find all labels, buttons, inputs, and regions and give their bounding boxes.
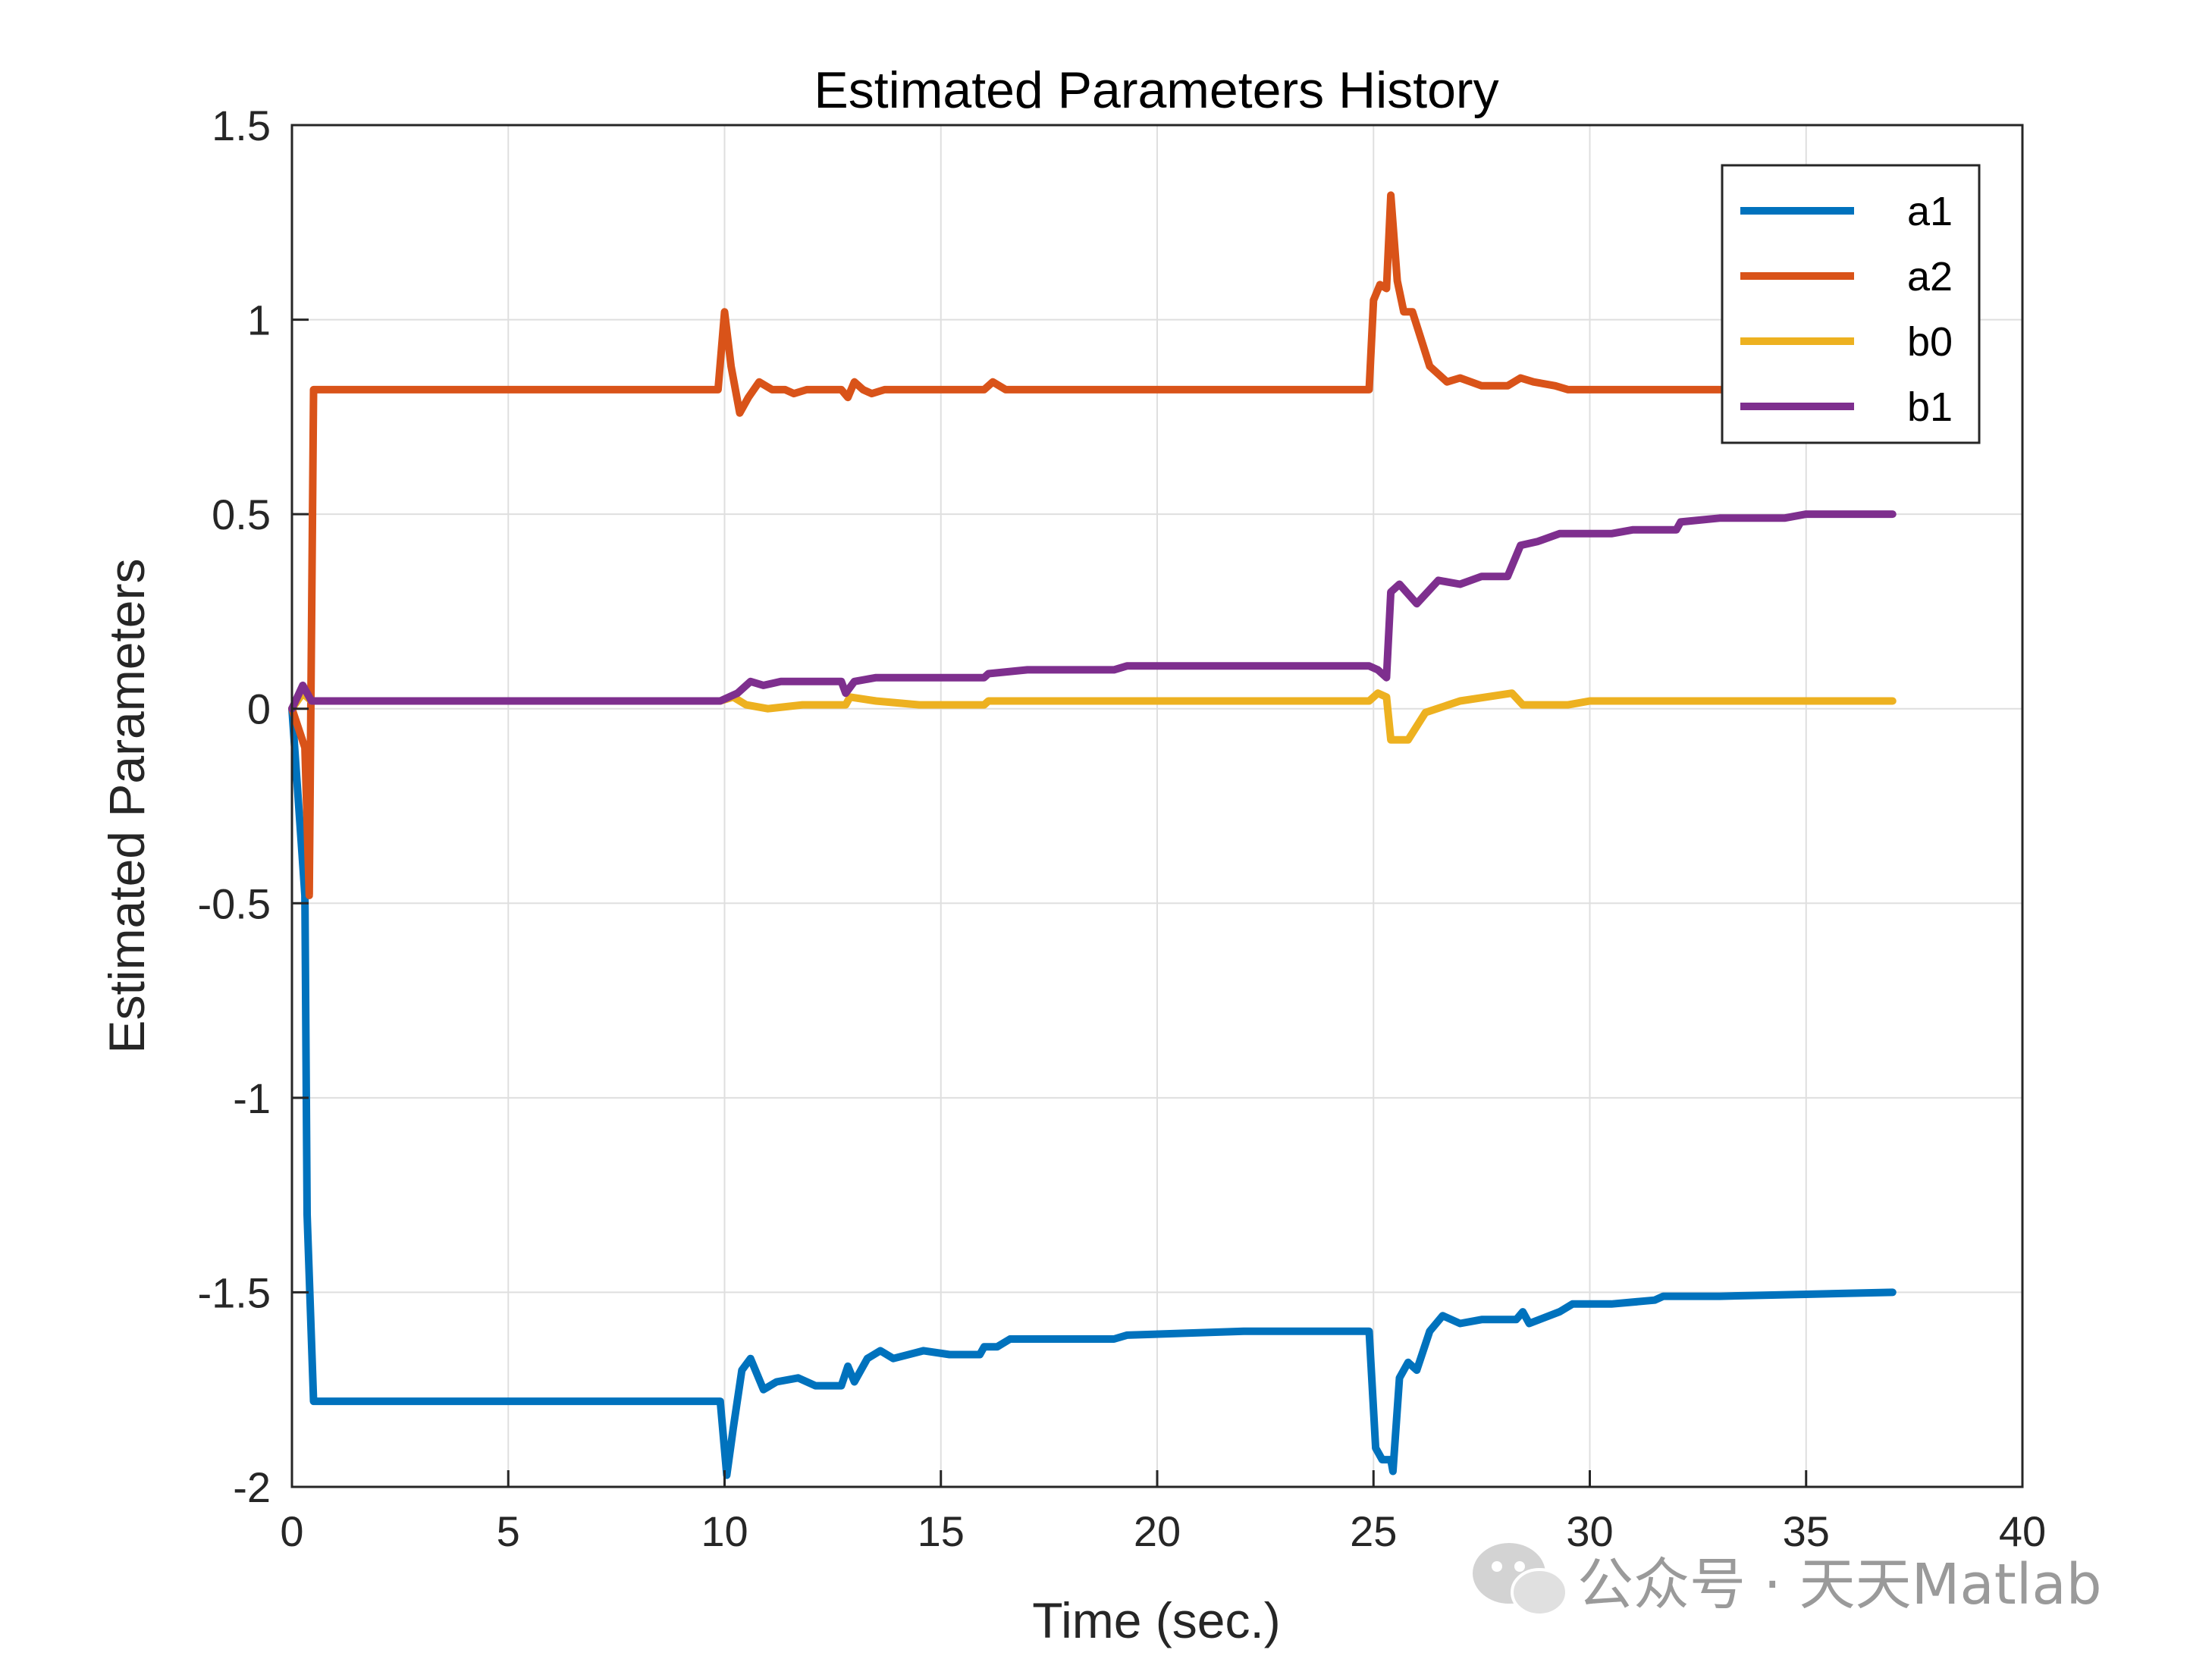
axis-ticks: [290, 124, 2024, 1488]
series-line-a2: [288, 191, 1767, 899]
legend-items: a1 a2 b0 b1: [1740, 189, 1953, 430]
y-tick-label: -2: [233, 1463, 271, 1511]
legend-label-a2: a2: [1907, 254, 1953, 299]
axis-tick-labels: 0 5 10 15 20 25 30 35 40 -2 -1.5 -1 -0.5 0 0.5 1 1.5: [198, 102, 2047, 1555]
y-tick-label: -1: [233, 1074, 271, 1122]
legend-label-b0: b0: [1907, 319, 1953, 365]
y-tick-label: 0: [247, 685, 271, 733]
chart-title: Estimated Parameters History: [814, 61, 1498, 119]
x-tick-label: 10: [701, 1507, 748, 1555]
series-lines: [288, 191, 1897, 1479]
x-tick-label: 30: [1566, 1507, 1613, 1555]
legend-label-b1: b1: [1907, 384, 1953, 430]
x-tick-label: 0: [280, 1507, 303, 1555]
y-tick-label: 1: [247, 296, 271, 344]
x-tick-label: 15: [918, 1507, 965, 1555]
series-line-a1: [288, 704, 1897, 1479]
watermark: 公众号 · 天天Matlab: [1473, 1543, 2102, 1617]
y-axis-label: Estimated Parameters: [99, 559, 155, 1054]
legend: a1 a2 b0 b1: [1721, 164, 1981, 444]
x-tick-label: 40: [1999, 1507, 2046, 1555]
y-tick-label: -1.5: [198, 1269, 271, 1316]
y-tick-label: 1.5: [212, 102, 271, 149]
x-tick-label: 25: [1350, 1507, 1397, 1555]
x-axis-label: Time (sec.): [1032, 1592, 1281, 1648]
series-line-b0: [288, 689, 1897, 744]
wechat-logo-icon: [1473, 1543, 1568, 1617]
watermark-text: 公众号 · 天天Matlab: [1577, 1552, 2102, 1617]
y-tick-label: 0.5: [212, 491, 271, 538]
x-tick-label: 5: [497, 1507, 520, 1555]
x-tick-label: 35: [1783, 1507, 1830, 1555]
legend-label-a1: a1: [1907, 189, 1953, 234]
y-tick-label: -0.5: [198, 880, 271, 927]
series-line-b1: [288, 510, 1897, 713]
x-tick-label: 20: [1134, 1507, 1181, 1555]
